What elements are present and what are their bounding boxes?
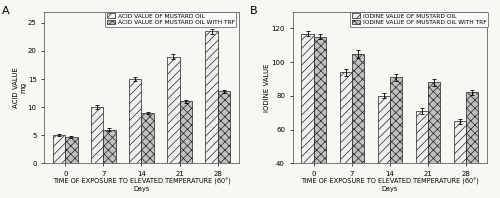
Bar: [66, 137, 78, 163]
Bar: [180, 101, 192, 163]
Bar: [91, 107, 104, 163]
Bar: [454, 121, 466, 198]
Bar: [130, 79, 141, 163]
Bar: [352, 54, 364, 198]
Y-axis label: IODINE VALUE: IODINE VALUE: [264, 63, 270, 112]
Bar: [428, 82, 440, 198]
X-axis label: TIME OF EXPOSURE TO ELEVATED TEMPERATURE (60°)
Days: TIME OF EXPOSURE TO ELEVATED TEMPERATURE…: [301, 178, 478, 192]
Bar: [104, 129, 116, 163]
Bar: [302, 33, 314, 198]
Bar: [466, 92, 478, 198]
Bar: [218, 91, 230, 163]
Bar: [168, 57, 179, 163]
Bar: [390, 77, 402, 198]
Bar: [206, 31, 218, 163]
Bar: [340, 72, 351, 198]
Legend: IODINE VALUE OF MUSTARD OIL, IODINE VALUE OF MUSTARD OIL WITH TRF: IODINE VALUE OF MUSTARD OIL, IODINE VALU…: [350, 11, 488, 27]
Text: B: B: [250, 6, 258, 16]
Y-axis label: ACID VALUE
mg: ACID VALUE mg: [14, 67, 26, 108]
Bar: [142, 113, 154, 163]
Text: A: A: [2, 6, 9, 16]
X-axis label: TIME OF EXPOSURE TO ELEVATED TEMPERATURE (60°)
Days: TIME OF EXPOSURE TO ELEVATED TEMPERATURE…: [52, 178, 231, 192]
Bar: [416, 111, 428, 198]
Bar: [53, 135, 66, 163]
Bar: [378, 96, 390, 198]
Legend: ACID VALUE OF MUSTARD OIL, ACID VALUE OF MUSTARD OIL WITH TRF: ACID VALUE OF MUSTARD OIL, ACID VALUE OF…: [105, 11, 236, 27]
Bar: [314, 37, 326, 198]
